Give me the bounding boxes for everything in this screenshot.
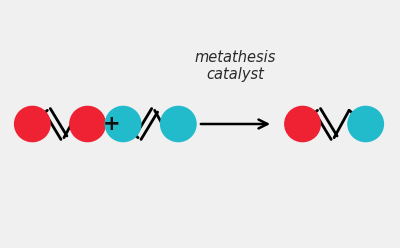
Ellipse shape	[70, 106, 105, 142]
Text: metathesis
catalyst: metathesis catalyst	[195, 50, 276, 82]
Ellipse shape	[160, 106, 196, 142]
Ellipse shape	[105, 106, 141, 142]
Ellipse shape	[15, 106, 50, 142]
Ellipse shape	[285, 106, 320, 142]
Text: +: +	[102, 114, 120, 134]
Ellipse shape	[348, 106, 384, 142]
